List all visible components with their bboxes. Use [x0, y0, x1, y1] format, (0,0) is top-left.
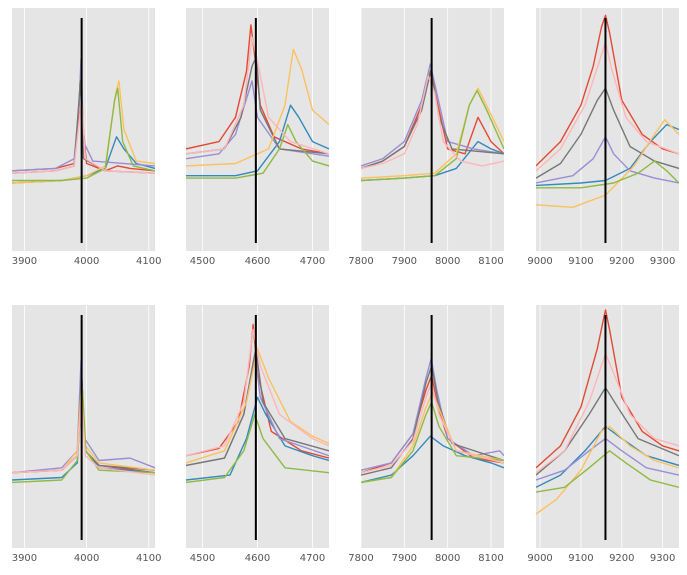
subplot-r1-c2: 4500 4600 4700 — [186, 8, 329, 267]
series-line — [536, 136, 679, 184]
series-line — [186, 36, 329, 155]
x-tick-label: 8000 — [435, 256, 460, 267]
series-line — [186, 123, 329, 179]
x-tick-label: 7800 — [348, 256, 373, 267]
x-tick-label: 4100 — [136, 256, 161, 267]
subplot-r1-c3: 7800 7900 8000 8100 — [348, 8, 504, 267]
x-tick-label: 4000 — [74, 256, 99, 267]
x-tick-label: 8100 — [478, 553, 503, 564]
series-line — [536, 123, 679, 187]
series-line — [186, 323, 329, 459]
series-line — [12, 87, 155, 182]
subplot-r2-c1: 3900 4000 4100 — [12, 305, 162, 564]
series-line — [186, 396, 329, 481]
subplot-r2-c3: 7800 7900 8000 8100 — [348, 305, 504, 564]
series-line — [536, 309, 679, 469]
x-tick-label: 3900 — [12, 256, 37, 267]
x-tick-label: 7900 — [392, 553, 417, 564]
series-line — [186, 348, 329, 464]
series-line — [186, 104, 329, 177]
x-tick-label: 4000 — [74, 553, 99, 564]
x-tick-label: 7800 — [348, 553, 373, 564]
series-line — [361, 357, 504, 471]
series-line — [536, 119, 679, 208]
series-group — [186, 24, 329, 179]
series-line — [536, 160, 679, 189]
x-tick-label: 4700 — [300, 256, 325, 267]
subplot-r1-c4: 9000 9100 9200 9300 — [527, 8, 679, 267]
x-tick-label: 4100 — [136, 553, 161, 564]
series-line — [361, 382, 504, 474]
x-tick-label: 8100 — [478, 256, 503, 267]
x-tick-label: 9100 — [568, 256, 593, 267]
series-line — [536, 352, 679, 474]
series-line — [186, 48, 329, 167]
series-line — [361, 63, 504, 167]
x-tick-label: 9200 — [609, 256, 634, 267]
x-tick-label: 4500 — [190, 256, 215, 267]
x-tick-label: 4700 — [300, 553, 325, 564]
x-tick-label: 4600 — [245, 256, 270, 267]
series-line — [186, 413, 329, 484]
series-line — [536, 14, 679, 167]
series-line — [361, 68, 504, 170]
plot-area — [536, 305, 679, 548]
series-line — [361, 401, 504, 484]
x-tick-label: 9000 — [527, 553, 552, 564]
x-tick-label: 3900 — [12, 553, 37, 564]
x-tick-label: 4600 — [245, 553, 270, 564]
series-line — [361, 89, 504, 182]
x-tick-label: 9100 — [568, 553, 593, 564]
subplot-r2-c2: 4500 4600 4700 — [186, 305, 329, 564]
subplot-r2-c4: 9000 9100 9200 9300 — [527, 305, 679, 564]
x-tick-label: 9200 — [609, 553, 634, 564]
x-tick-label: 9000 — [527, 256, 552, 267]
x-tick-label: 8000 — [435, 553, 460, 564]
x-tick-label: 7900 — [392, 256, 417, 267]
subplot-r1-c1: 3900 4000 4100 — [12, 8, 162, 267]
x-tick-label: 9300 — [650, 553, 675, 564]
x-tick-label: 4500 — [190, 553, 215, 564]
series-group — [361, 63, 504, 182]
x-tick-label: 9300 — [650, 256, 675, 267]
series-line — [536, 450, 679, 493]
series-group — [186, 323, 329, 484]
